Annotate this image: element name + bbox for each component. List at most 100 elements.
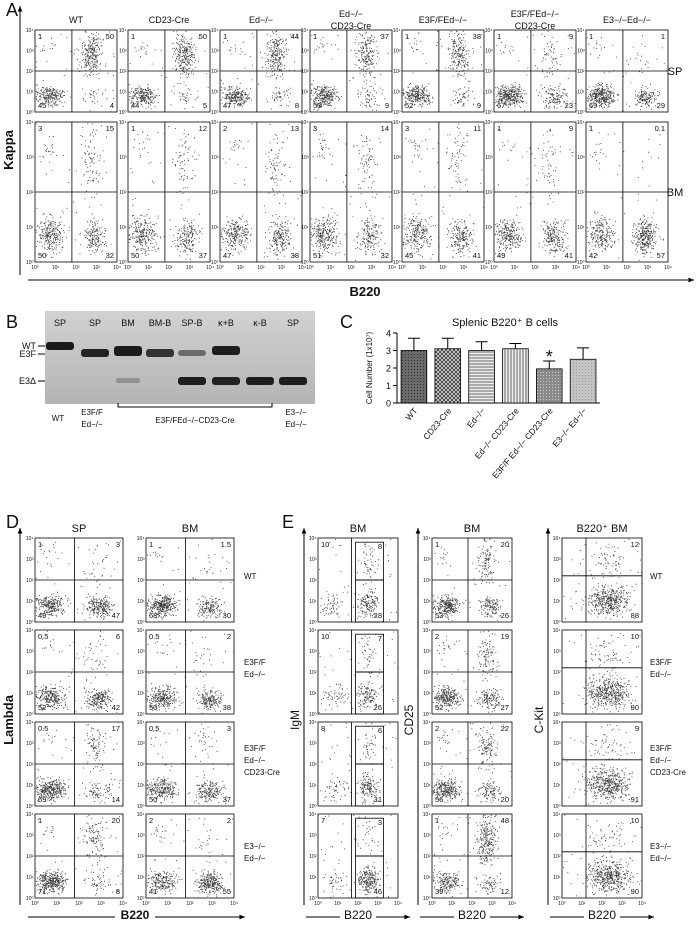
event-dots <box>402 123 484 260</box>
y-tick-label: 10⁰ <box>309 620 317 626</box>
y-tick-label: 10¹ <box>137 875 145 881</box>
y-tick-label: 10⁴ <box>393 28 401 34</box>
gate-percent: 52 <box>405 101 413 110</box>
y-tick-label: 10⁴ <box>423 812 431 818</box>
y-tick-label: 10⁴ <box>137 536 145 542</box>
gate-percent: 10 <box>321 540 329 549</box>
gate-percent: 1 <box>38 816 42 825</box>
y-axis-label: IgM <box>288 710 302 730</box>
bar <box>468 350 495 404</box>
genotype-label: Ed−/− <box>81 420 103 429</box>
x-tick-label: 10³ <box>93 265 101 271</box>
x-tick-label: 10¹ <box>164 901 172 907</box>
y-tick-label: 10¹ <box>119 90 127 96</box>
y-tick-label: 10³ <box>26 155 34 161</box>
gate-percent: 71 <box>38 887 46 896</box>
row-label: E3−/− <box>244 842 266 851</box>
y-tick-label: 10⁰ <box>119 260 127 266</box>
gate <box>355 671 385 715</box>
y-tick-label: 10³ <box>393 49 401 55</box>
gate-percent: 10 <box>321 632 329 641</box>
gate-percent: 9 <box>385 101 389 110</box>
x-tick-label: 10⁴ <box>113 265 121 271</box>
gate-percent: 20 <box>112 816 120 825</box>
arrow-head <box>301 528 307 534</box>
y-tick-label: 10⁴ <box>26 120 34 126</box>
gate-percent: 9 <box>569 32 573 41</box>
y-tick-label: 10⁰ <box>485 110 493 116</box>
y-tick-label: 10⁴ <box>211 28 219 34</box>
y-tick-label: 10² <box>137 670 145 676</box>
y-tick-label: 10² <box>119 190 127 196</box>
y-tick-label: 10¹ <box>211 225 219 231</box>
label-backdrop <box>584 907 620 921</box>
y-axis-label: Lambda <box>1 694 16 745</box>
gate-percent: 52 <box>38 703 46 712</box>
y-tick-label: 10² <box>393 190 401 196</box>
gate-percent: 48 <box>501 816 509 825</box>
x-tick-label: 10⁴ <box>206 265 214 271</box>
y-tick-label: 10⁴ <box>577 28 585 34</box>
y-tick-label: 10¹ <box>26 875 34 881</box>
y-tick-label: 10⁴ <box>119 28 127 34</box>
gate-percent: 3 <box>313 124 317 133</box>
y-tick-label: 10¹ <box>137 599 145 605</box>
y-tick-label: 2 <box>386 364 391 374</box>
y-tick-label: 10⁴ <box>26 628 34 634</box>
gate-percent: 3 <box>116 540 120 549</box>
gate-percent: 47 <box>112 611 120 620</box>
gate-percent: 41 <box>565 251 573 260</box>
panel-label: B <box>6 312 18 332</box>
y-tick-label: 10⁴ <box>26 812 34 818</box>
y-tick-label: 10³ <box>423 741 431 747</box>
x-tick-label: 10² <box>354 901 362 907</box>
gate-percent: 14 <box>381 124 389 133</box>
y-tick-label: 10³ <box>211 49 219 55</box>
y-tick-label: 10¹ <box>309 783 317 789</box>
y-tick-label: 10² <box>26 762 34 768</box>
y-tick-label: 10¹ <box>393 90 401 96</box>
lane-label: BM-B <box>149 318 172 328</box>
gate-percent: 2 <box>227 816 231 825</box>
x-tick-label: 10⁴ <box>230 901 238 907</box>
x-tick-label: 10⁰ <box>428 901 436 907</box>
y-tick-label: 10⁰ <box>393 110 401 116</box>
gate-percent: 6 <box>378 726 382 735</box>
row-label: Ed−/− <box>650 670 672 679</box>
error-bar <box>441 337 454 349</box>
y-tick-label: 10¹ <box>423 783 431 789</box>
y-tick-label: 10³ <box>137 741 145 747</box>
y-tick-label: 10⁰ <box>211 110 219 116</box>
y-tick-label: 10³ <box>309 557 317 563</box>
y-tick-label: 10² <box>137 578 145 584</box>
y-tick-label: 10² <box>553 854 561 860</box>
lane-label: κ-B <box>253 318 267 328</box>
column-header: BM <box>464 523 481 535</box>
genotype-label: WT <box>52 414 65 423</box>
arrow-head <box>17 6 23 12</box>
annotation: * <box>546 347 553 367</box>
y-tick-label: 10³ <box>119 49 127 55</box>
gate-percent: 5 <box>203 101 207 110</box>
gate-percent: 19 <box>501 632 509 641</box>
y-tick-label: 10² <box>301 190 309 196</box>
gate-percent: 9 <box>569 124 573 133</box>
gate-percent: 2 <box>227 632 231 641</box>
gate-percent: 45 <box>38 101 46 110</box>
y-tick-label: 10³ <box>553 557 561 563</box>
y-tick-label: 10⁰ <box>309 896 317 902</box>
gate-percent: 91 <box>631 795 639 804</box>
x-tick-label: 10³ <box>368 265 376 271</box>
x-tick-label: 10⁰ <box>490 265 498 271</box>
y-tick-label: 4 <box>386 329 391 339</box>
arrow-head <box>404 914 410 920</box>
y-tick-label: 10¹ <box>553 691 561 697</box>
gate-percent: 1 <box>131 124 135 133</box>
gate-percent: 9 <box>635 724 639 733</box>
y-tick-label: 10² <box>553 670 561 676</box>
gate-percent: 1 <box>38 32 42 41</box>
y-tick-label: 10⁰ <box>26 804 34 810</box>
genotype-label: E3−/− <box>285 408 307 417</box>
gate-percent: 17 <box>112 724 120 733</box>
